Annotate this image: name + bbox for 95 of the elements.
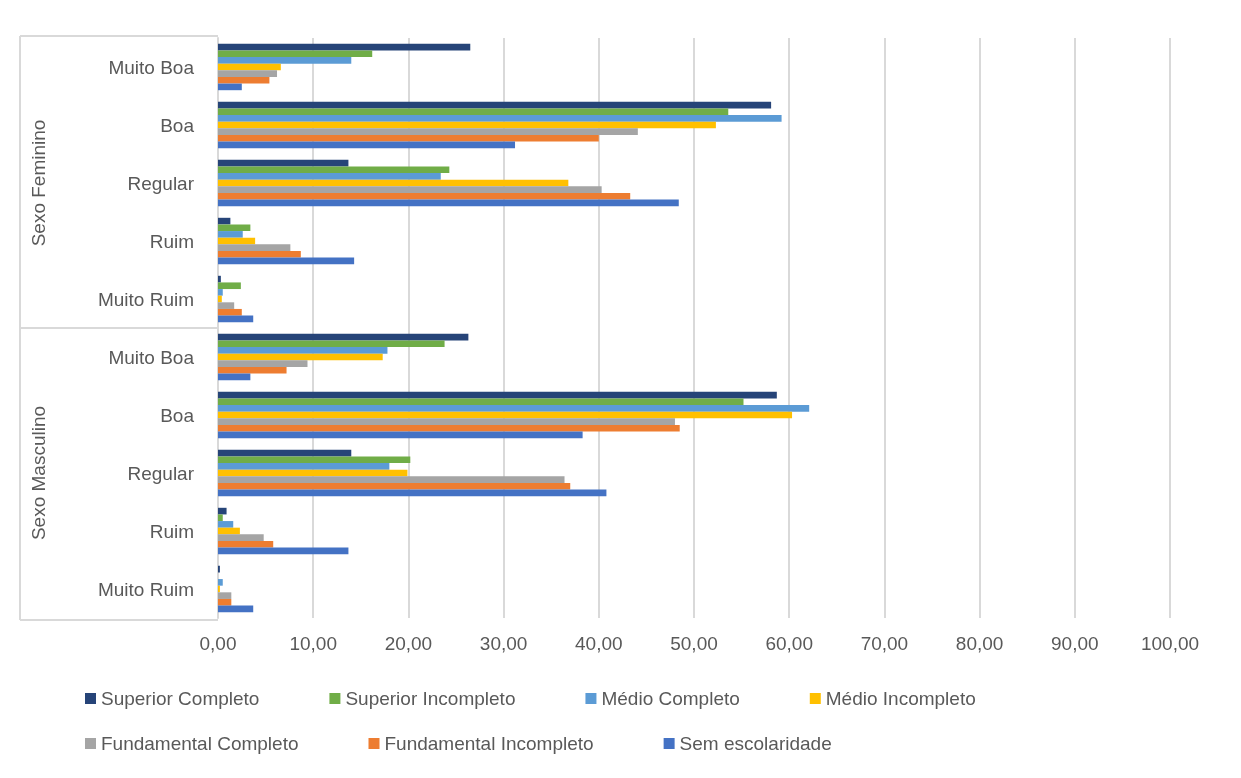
x-tick-label: 100,00 xyxy=(1140,633,1200,654)
bar xyxy=(218,449,352,457)
bar xyxy=(218,121,716,129)
y-tick-label: Ruim xyxy=(149,520,194,542)
bar xyxy=(218,424,680,432)
y-tick-label: Muito Boa xyxy=(108,346,195,368)
y-tick-label: Muito Ruim xyxy=(97,578,194,600)
bar xyxy=(218,83,242,91)
bar xyxy=(218,275,221,283)
x-tick-label: 20,00 xyxy=(384,633,433,654)
bar xyxy=(218,521,234,528)
bar xyxy=(218,507,227,515)
bar xyxy=(218,333,469,341)
legend-label: Superior Completo xyxy=(101,688,260,709)
bar xyxy=(218,128,638,135)
bar xyxy=(218,534,264,541)
bar xyxy=(218,257,355,265)
bar xyxy=(218,57,352,64)
bar xyxy=(218,391,777,399)
y-tick-label: Boa xyxy=(160,404,195,426)
bar xyxy=(218,598,232,606)
bar xyxy=(218,244,291,251)
x-tick-label: 60,00 xyxy=(765,633,813,654)
bar xyxy=(218,476,565,483)
bar xyxy=(218,514,223,522)
x-tick-label: 10,00 xyxy=(289,633,337,654)
bar xyxy=(218,295,222,303)
bar xyxy=(218,186,602,193)
bar xyxy=(218,469,408,477)
x-tick-label: 70,00 xyxy=(860,633,909,654)
bar xyxy=(218,224,251,232)
text: Sexo Feminino xyxy=(27,119,49,247)
bar xyxy=(218,405,810,412)
bar xyxy=(218,50,373,58)
y-tick-label: Boa xyxy=(160,114,195,136)
bar xyxy=(218,115,782,122)
bar xyxy=(218,159,349,167)
x-tick-label: 0,00 xyxy=(199,633,237,654)
bar xyxy=(218,340,445,348)
bar xyxy=(218,192,631,200)
legend-label: Médio Completo xyxy=(601,688,740,709)
bar xyxy=(218,456,411,464)
bar xyxy=(218,579,223,586)
bar xyxy=(218,463,390,470)
bar xyxy=(218,231,243,238)
y-tick-label: Regular xyxy=(127,172,195,194)
bar xyxy=(218,540,274,548)
y-tick-label: Muito Boa xyxy=(108,56,195,78)
bar xyxy=(218,360,308,367)
bar xyxy=(218,308,242,316)
legend-label: Fundamental Completo xyxy=(101,733,299,754)
bar xyxy=(218,63,281,71)
bar xyxy=(218,250,301,258)
bar xyxy=(218,76,270,84)
bar xyxy=(218,547,349,555)
bar xyxy=(218,489,607,497)
bar xyxy=(218,282,241,290)
y-tick-label: Ruim xyxy=(149,230,194,252)
bar xyxy=(218,237,256,245)
x-tick-label: 50,00 xyxy=(670,633,718,654)
x-tick-label: 90,00 xyxy=(1051,633,1099,654)
bar xyxy=(218,605,254,613)
bar xyxy=(218,347,388,354)
bar xyxy=(218,366,287,374)
bar xyxy=(218,179,569,187)
y-tick-label: Muito Ruim xyxy=(97,288,194,310)
x-tick-label: 30,00 xyxy=(479,633,528,654)
bar xyxy=(218,43,471,51)
bar xyxy=(218,353,383,361)
bar xyxy=(218,199,679,207)
bar xyxy=(218,315,254,323)
legend-label: Superior Incompleto xyxy=(345,688,516,709)
x-tick-label: 40,00 xyxy=(575,633,623,654)
bar xyxy=(218,70,278,77)
legend-label: Médio Incompleto xyxy=(825,688,976,709)
legend-label: Fundamental Incompleto xyxy=(384,733,594,754)
bar xyxy=(218,411,793,419)
y-tick-label: Regular xyxy=(127,462,195,484)
bar xyxy=(218,527,240,535)
bar xyxy=(218,398,744,406)
bar xyxy=(218,108,729,116)
bar xyxy=(218,166,450,174)
bar xyxy=(218,592,232,599)
bar xyxy=(218,101,772,109)
bar xyxy=(218,302,235,309)
bar xyxy=(218,141,516,149)
bar xyxy=(218,431,583,439)
bar xyxy=(218,418,675,425)
bar xyxy=(218,482,571,490)
legend-label: Sem escolaridade xyxy=(679,733,832,754)
x-tick-label: 80,00 xyxy=(955,633,1004,654)
bar xyxy=(218,289,223,296)
bar xyxy=(218,173,441,180)
bar xyxy=(218,134,599,142)
text: Sexo Masculino xyxy=(27,405,49,541)
